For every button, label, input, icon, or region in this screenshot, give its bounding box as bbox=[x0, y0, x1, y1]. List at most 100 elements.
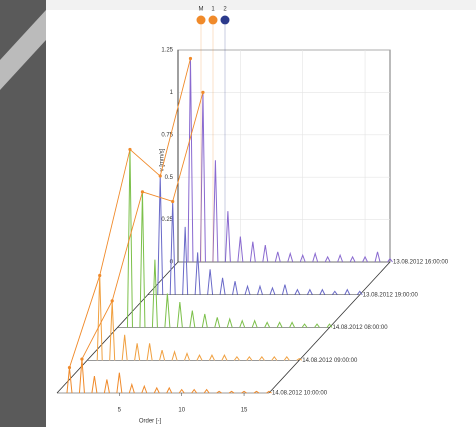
spectrum-peak bbox=[274, 251, 281, 263]
spectrum-peak bbox=[134, 343, 141, 361]
spectrum-peak bbox=[246, 356, 253, 361]
trend-point bbox=[201, 90, 205, 94]
trend-point bbox=[188, 56, 193, 61]
spectrum-peak bbox=[191, 388, 198, 394]
slice-label: 13.08.2012 16:00:00 bbox=[393, 260, 449, 266]
spectrum-peak bbox=[266, 390, 272, 394]
trend-point bbox=[128, 147, 132, 152]
spectrum-peak bbox=[387, 257, 393, 263]
spectrum-peak bbox=[271, 356, 278, 361]
spectrum-peak bbox=[203, 388, 210, 394]
spectrum-peak bbox=[299, 253, 306, 263]
spectrum-peak bbox=[244, 284, 251, 295]
spectrum-peak bbox=[312, 251, 319, 263]
spectrum-peak bbox=[251, 319, 258, 328]
spectrum-peak bbox=[182, 226, 189, 295]
spectrum-peak bbox=[283, 356, 290, 361]
spectrum-peak bbox=[262, 244, 269, 263]
y-tick-label: 0 bbox=[170, 260, 174, 266]
trend-point bbox=[140, 190, 145, 194]
spectrum-peak bbox=[349, 255, 356, 263]
trend-point bbox=[80, 357, 84, 361]
y-tick-label: 0.25 bbox=[161, 217, 173, 223]
spectrum-peak bbox=[116, 372, 123, 394]
spectrum-peak bbox=[103, 379, 110, 394]
spectrum-peak bbox=[258, 356, 265, 361]
y-tick-label: 1 bbox=[170, 90, 174, 96]
spectrum-peak bbox=[214, 317, 221, 328]
spectrum-peak bbox=[287, 251, 294, 263]
spectrum-peak bbox=[326, 323, 333, 328]
y-tick-label: 1.25 bbox=[161, 48, 173, 54]
slice-label: 13.08.2012 19:00:00 bbox=[363, 292, 419, 298]
spectrum-peak bbox=[176, 302, 183, 328]
spectrum-peak bbox=[159, 349, 166, 361]
legend-label: M bbox=[199, 7, 204, 13]
spectrum-peak bbox=[207, 269, 214, 295]
legend-marker bbox=[208, 15, 218, 25]
spectrum-peak bbox=[194, 252, 201, 295]
spectrum-peak bbox=[226, 317, 233, 328]
spectrum-peak bbox=[253, 390, 260, 394]
slice-label: 14.08.2012 08:00:00 bbox=[333, 325, 389, 331]
spectrum-peak bbox=[289, 321, 296, 328]
spectrum-peak bbox=[249, 241, 256, 263]
spectrum-peak bbox=[221, 354, 228, 361]
spectrum-peak bbox=[356, 290, 363, 296]
spectrum-peak bbox=[241, 390, 247, 394]
spectrum-peak bbox=[233, 356, 240, 361]
spectrum-peak bbox=[141, 384, 148, 394]
trend-point bbox=[158, 174, 162, 178]
spectrum-peak bbox=[184, 352, 190, 361]
spectrum-peak bbox=[296, 357, 303, 361]
spectrum-peak bbox=[319, 288, 326, 295]
spectrum-peak bbox=[239, 319, 246, 328]
spectrum-peak bbox=[232, 281, 239, 295]
top-strip bbox=[0, 0, 476, 10]
trend-point bbox=[110, 299, 114, 303]
y-tick-label: 0.5 bbox=[165, 175, 174, 181]
spectrum-peak bbox=[189, 310, 196, 328]
spectrum-peak bbox=[146, 343, 153, 361]
trend-point bbox=[171, 199, 175, 204]
spectrum-peak bbox=[178, 388, 185, 394]
spectrum-peak bbox=[151, 259, 158, 328]
trend-point bbox=[98, 273, 102, 278]
spectrum-peak bbox=[257, 284, 263, 295]
spectrum-peak bbox=[224, 211, 231, 263]
spectrum-peak bbox=[344, 288, 351, 295]
legend-label: 2 bbox=[223, 7, 227, 13]
x-tick-label: 5 bbox=[118, 408, 122, 414]
spectrum-peak bbox=[237, 236, 244, 263]
y-tick-label: 0.75 bbox=[161, 132, 173, 138]
spectrum-peak bbox=[276, 321, 283, 328]
spectrum-peak bbox=[219, 277, 226, 295]
legend-label: 1 bbox=[211, 7, 215, 13]
trend-point bbox=[67, 365, 72, 370]
spectrum-peak bbox=[121, 334, 128, 361]
spectrum-peak bbox=[269, 286, 276, 295]
spectrum-peak bbox=[337, 253, 344, 263]
x-tick-label: 10 bbox=[178, 408, 185, 414]
spectrum-peak bbox=[306, 288, 313, 295]
spectrum-peak bbox=[362, 255, 369, 263]
spectrum-peak bbox=[228, 390, 235, 394]
legend-marker bbox=[196, 15, 206, 25]
spectrum-peak bbox=[216, 390, 222, 394]
spectrum-peak bbox=[264, 321, 271, 328]
spectrum-peak bbox=[166, 386, 173, 394]
spectrum-peak bbox=[153, 386, 160, 394]
spectrum-peak bbox=[331, 290, 338, 296]
side-decoration bbox=[0, 10, 46, 90]
slice-label: 14.08.2012 09:00:00 bbox=[302, 358, 358, 364]
spectrum-peak bbox=[91, 375, 98, 394]
spectrum-peak bbox=[209, 354, 215, 361]
spectrum-peak bbox=[171, 350, 178, 361]
spectrum-peak bbox=[196, 354, 203, 361]
x-tick-label: 15 bbox=[241, 408, 248, 414]
spectrum-peak bbox=[201, 313, 208, 328]
spectrum-peak bbox=[374, 251, 381, 263]
spectrum-peak bbox=[212, 160, 219, 263]
